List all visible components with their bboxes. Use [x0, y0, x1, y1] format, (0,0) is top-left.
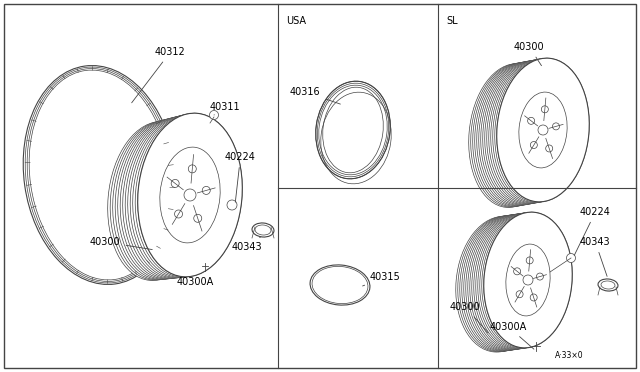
Ellipse shape [470, 214, 558, 350]
Circle shape [516, 291, 523, 298]
Ellipse shape [480, 213, 568, 349]
Ellipse shape [482, 212, 570, 348]
Ellipse shape [476, 214, 564, 349]
Text: 40343: 40343 [580, 237, 611, 276]
Circle shape [202, 186, 211, 195]
Text: 40300A: 40300A [490, 322, 534, 349]
Text: 40300: 40300 [450, 302, 488, 333]
Ellipse shape [125, 117, 227, 278]
Ellipse shape [120, 118, 221, 279]
Ellipse shape [460, 216, 548, 352]
Ellipse shape [519, 92, 567, 168]
Circle shape [546, 145, 553, 152]
Text: 40300: 40300 [514, 42, 545, 66]
Text: 40312: 40312 [132, 47, 186, 103]
Circle shape [194, 214, 202, 222]
Ellipse shape [23, 65, 177, 285]
Text: A·33×0: A·33×0 [555, 351, 584, 360]
Ellipse shape [160, 147, 220, 243]
Ellipse shape [489, 60, 580, 203]
Ellipse shape [130, 115, 233, 278]
Circle shape [523, 275, 533, 285]
Circle shape [541, 106, 548, 113]
Text: 40300: 40300 [90, 237, 152, 250]
Ellipse shape [479, 62, 568, 205]
Ellipse shape [470, 63, 558, 207]
Text: 40224: 40224 [574, 207, 611, 256]
Ellipse shape [506, 244, 550, 316]
Ellipse shape [497, 58, 589, 202]
Circle shape [184, 189, 196, 201]
Ellipse shape [484, 212, 572, 348]
Text: 40300A: 40300A [177, 277, 214, 287]
Circle shape [209, 110, 218, 119]
Ellipse shape [123, 118, 224, 279]
Ellipse shape [478, 213, 566, 349]
Text: 40343: 40343 [232, 237, 262, 252]
Circle shape [538, 125, 548, 135]
Ellipse shape [473, 63, 561, 206]
Ellipse shape [466, 215, 554, 350]
Ellipse shape [113, 120, 211, 280]
Circle shape [536, 273, 543, 280]
Ellipse shape [487, 60, 577, 204]
Ellipse shape [135, 114, 239, 277]
Ellipse shape [316, 81, 390, 179]
Circle shape [188, 165, 196, 173]
Ellipse shape [132, 115, 236, 278]
Text: 40311: 40311 [210, 102, 241, 115]
Ellipse shape [456, 217, 544, 352]
Ellipse shape [468, 64, 556, 208]
Ellipse shape [474, 214, 562, 349]
Ellipse shape [108, 122, 205, 280]
Ellipse shape [477, 62, 565, 206]
Circle shape [171, 179, 179, 187]
Ellipse shape [118, 119, 218, 279]
Ellipse shape [468, 215, 556, 350]
Ellipse shape [497, 58, 589, 202]
Ellipse shape [458, 216, 546, 352]
Ellipse shape [491, 60, 582, 203]
Text: 40315: 40315 [363, 272, 401, 286]
Ellipse shape [475, 62, 563, 206]
Circle shape [527, 117, 534, 124]
Circle shape [530, 294, 537, 301]
Ellipse shape [110, 121, 208, 280]
Ellipse shape [598, 279, 618, 291]
Circle shape [514, 268, 520, 275]
Circle shape [526, 257, 533, 264]
Text: 40316: 40316 [290, 87, 340, 104]
Ellipse shape [115, 119, 214, 279]
Circle shape [175, 210, 182, 218]
Ellipse shape [138, 113, 243, 277]
Ellipse shape [493, 59, 584, 203]
Text: SL: SL [446, 16, 458, 26]
Circle shape [566, 253, 575, 263]
Ellipse shape [484, 212, 572, 348]
Ellipse shape [462, 215, 550, 351]
Text: USA: USA [286, 16, 306, 26]
Ellipse shape [138, 113, 243, 277]
Circle shape [227, 200, 237, 210]
Ellipse shape [472, 214, 560, 350]
Ellipse shape [484, 61, 575, 204]
Circle shape [552, 123, 559, 130]
Ellipse shape [495, 58, 587, 202]
Ellipse shape [483, 61, 572, 205]
Ellipse shape [464, 215, 552, 351]
Ellipse shape [481, 61, 570, 205]
Ellipse shape [128, 116, 230, 278]
Circle shape [531, 141, 538, 148]
Text: 40224: 40224 [225, 152, 256, 202]
Ellipse shape [310, 265, 370, 305]
Ellipse shape [252, 223, 274, 237]
Ellipse shape [323, 87, 383, 173]
